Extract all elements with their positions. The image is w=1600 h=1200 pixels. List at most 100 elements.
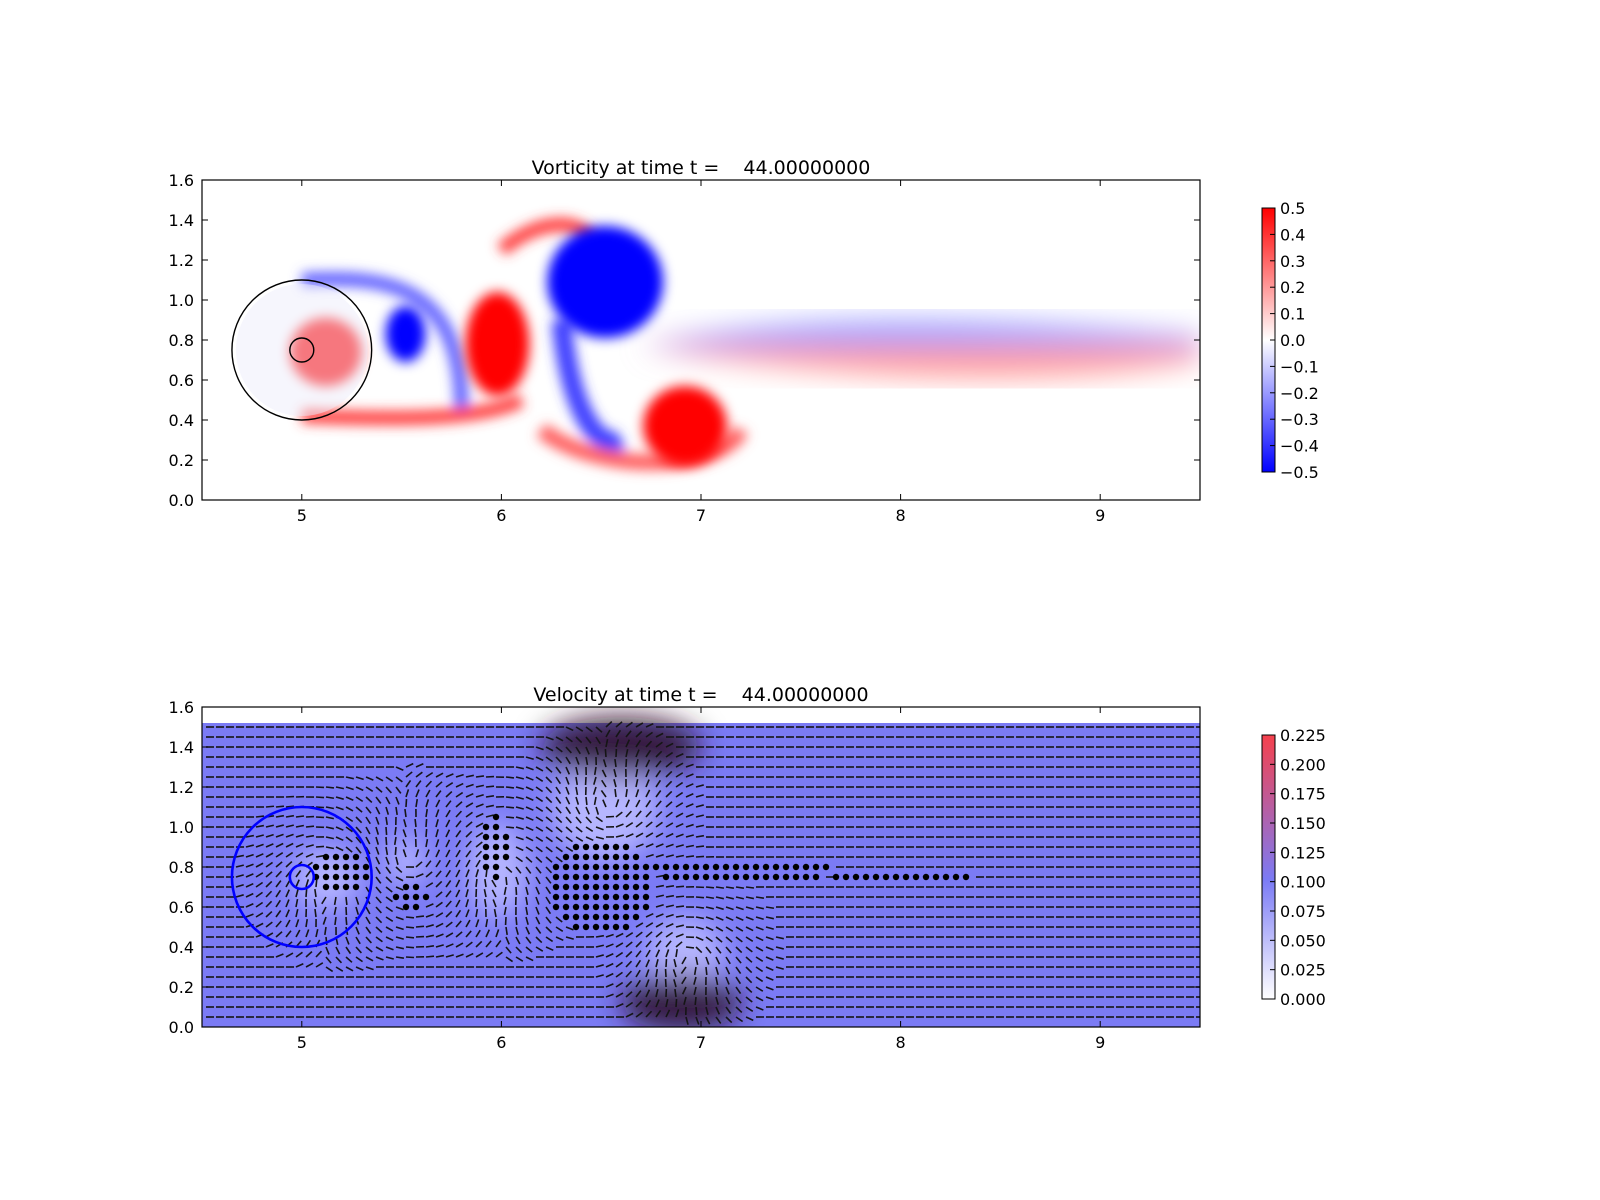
velocity-quiver-arrow [435,859,442,868]
velocity-quiver-arrow [525,816,534,821]
velocity-quiver-arrow [285,824,294,828]
velocity-quiver-arrow [635,749,640,758]
vorticity-y-tick-label: 1.6 [169,171,194,190]
velocity-quiver-arrow [305,951,313,958]
velocity-quiver-arrow [385,916,394,922]
velocity-quiver-arrow [285,860,293,868]
velocity-quiver-arrow [503,886,507,896]
velocity-quiver-arrow [405,946,415,949]
velocity-quiver-arrow [755,966,764,973]
velocity-quiver-dot [692,873,700,881]
velocity-quiver-arrow [715,976,719,986]
velocity-quiver-arrow [515,786,524,790]
velocity-quiver-arrow [325,796,335,800]
velocity-quiver-arrow [505,816,515,819]
velocity-quiver-arrow [645,749,652,758]
velocity-quiver-arrow [675,1009,680,1018]
velocity-quiver-arrow [601,769,607,778]
velocity-quiver-dot [492,813,500,821]
velocity-quiver-dot [632,903,640,911]
velocity-quiver-arrow [525,796,534,801]
velocity-quiver-arrow [492,899,497,908]
velocity-quiver-arrow [265,805,275,808]
vorticity-y-tick-label: 1.2 [169,251,194,270]
velocity-quiver-arrow [625,941,633,948]
velocity-quiver-dot [582,843,590,851]
velocity-quiver-arrow [604,748,607,758]
velocity-quiver-arrow [465,899,470,908]
velocity-quiver-arrow [645,810,653,818]
velocity-quiver-dot [622,843,630,851]
velocity-quiver-arrow [615,721,623,728]
velocity-y-tick-label: 1.4 [169,738,194,757]
velocity-quiver-arrow [275,861,283,868]
velocity-quiver-arrow [674,988,677,998]
velocity-quiver-arrow [735,946,743,954]
velocity-quiver-dot [572,863,580,871]
velocity-quiver-dot [822,863,830,871]
velocity-quiver-dot [672,873,680,881]
velocity-quiver-arrow [245,873,254,878]
velocity-quiver-dot [412,883,420,891]
velocity-quiver-arrow [475,919,480,928]
velocity-quiver-arrow [765,936,774,941]
velocity-quiver-arrow [645,912,654,918]
vorticity-lower-layer [301,393,525,426]
velocity-quiver-arrow [285,952,294,958]
vorticity-colorbar-tick-label: 0.5 [1280,199,1305,218]
velocity-quiver-arrow [745,976,753,984]
velocity-quiver-arrow [485,795,495,798]
velocity-quiver-arrow [475,784,484,788]
velocity-quiver-dot [602,923,610,931]
velocity-quiver-dot [492,833,500,841]
vorticity-colorbar-tick-label: 0.4 [1280,225,1305,244]
velocity-quiver-arrow [375,886,382,894]
velocity-quiver-arrow [265,910,273,918]
velocity-quiver-arrow [555,796,562,804]
velocity-quiver-arrow [275,842,284,848]
velocity-quiver-dot [572,883,580,891]
velocity-quiver-dot [872,873,880,881]
velocity-quiver-arrow [735,966,742,974]
velocity-quiver-arrow [525,906,529,916]
velocity-quiver-dot [492,843,500,851]
velocity-quiver-dot [672,863,680,871]
velocity-quiver-arrow [605,983,614,988]
velocity-quiver-arrow [305,888,308,898]
velocity-quiver-arrow [355,906,360,915]
velocity-quiver-arrow [765,976,774,981]
velocity-quiver-dot [562,883,570,891]
velocity-quiver-arrow [585,736,592,744]
velocity-quiver-dot [322,863,330,871]
velocity-quiver-dot [742,863,750,871]
velocity-quiver-arrow [555,916,563,923]
velocity-quiver-arrow [295,889,299,898]
velocity-quiver-arrow [475,940,483,948]
velocity-quiver-dot [892,873,900,881]
velocity-quiver-dot [702,873,710,881]
velocity-quiver-arrow [605,993,614,998]
velocity-quiver-arrow [255,815,265,818]
velocity-quiver-arrow [315,845,325,848]
velocity-quiver-arrow [265,871,273,878]
velocity-quiver-arrow [555,836,563,843]
velocity-quiver-arrow [595,726,603,733]
velocity-quiver-arrow [345,956,353,963]
velocity-quiver-arrow [635,779,639,788]
velocity-quiver-arrow [535,806,544,812]
velocity-quiver-arrow [295,815,305,818]
velocity-quiver-arrow [345,816,354,823]
velocity-quiver-arrow [525,866,532,874]
velocity-quiver-arrow [385,776,394,783]
velocity-quiver-arrow [735,956,742,964]
velocity-quiver-dot [402,883,410,891]
velocity-quiver-arrow [665,811,673,818]
velocity-quiver-arrow [405,779,412,788]
velocity-quiver-arrow [745,986,753,994]
velocity-quiver-arrow [455,931,463,938]
velocity-quiver-arrow [555,926,564,932]
velocity-quiver-dot [482,833,490,841]
velocity-quiver-arrow [465,783,474,788]
vorticity-y-tick-label: 0.8 [169,331,194,350]
velocity-quiver-dot [932,873,940,881]
